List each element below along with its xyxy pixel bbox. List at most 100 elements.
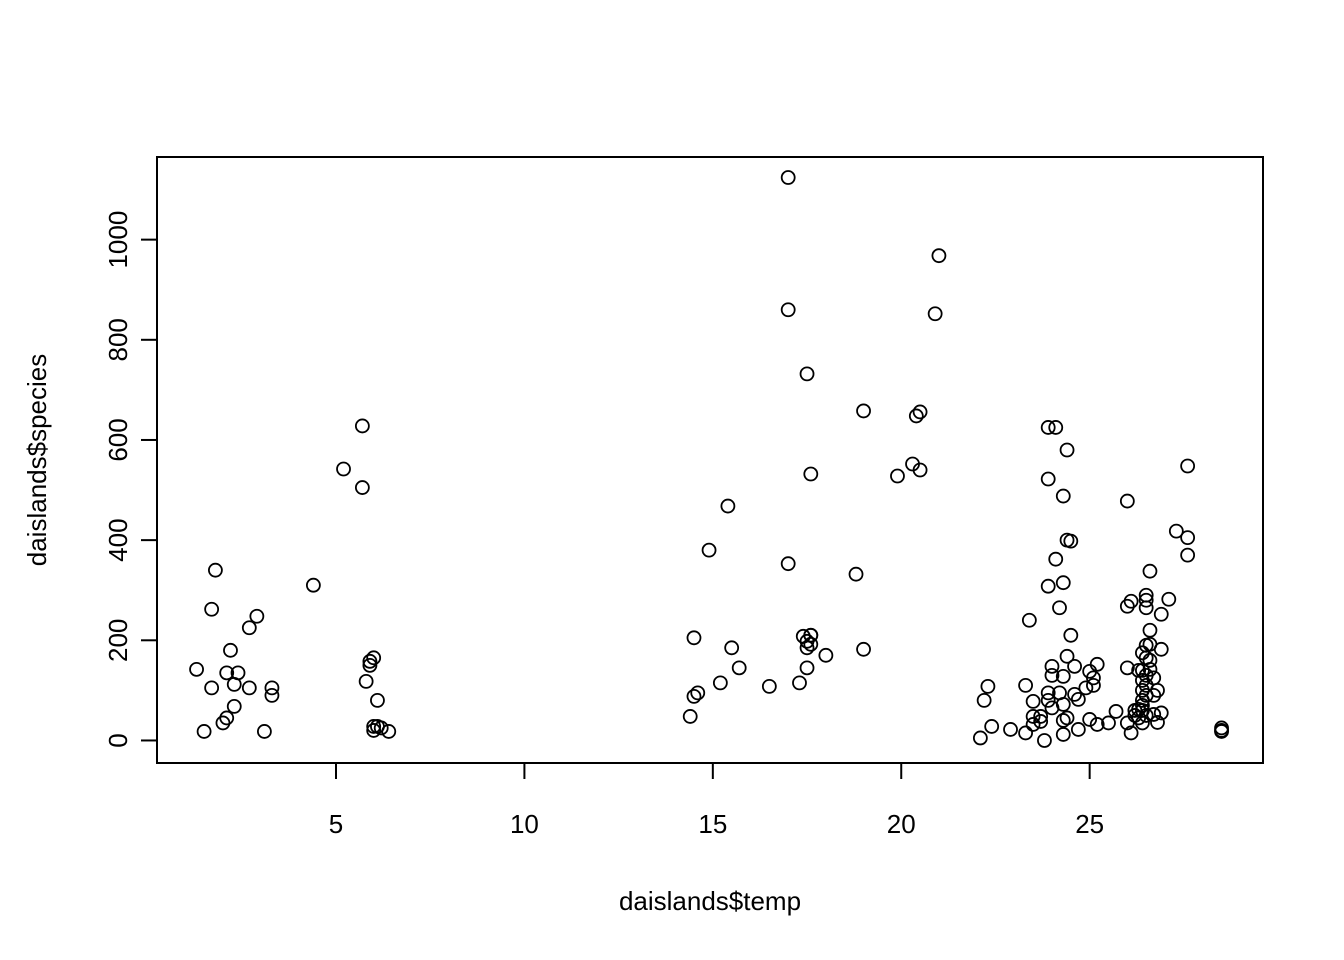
data-point [1044,667,1060,683]
data-point [890,468,905,484]
data-point [803,636,819,652]
data-point [1055,575,1071,591]
y-axis-label: daislands$species [22,354,52,566]
data-point [686,630,702,646]
data-point [1180,547,1196,563]
data-point [230,665,246,681]
data-point [761,678,777,694]
data-point [204,680,220,696]
data-point [1018,677,1033,693]
data-point [690,685,706,701]
data-point [912,462,928,478]
data-point [362,657,378,673]
data-point [1055,713,1071,728]
data-point [848,566,864,582]
data-point [305,577,321,593]
x-tick-label: 25 [1075,809,1104,839]
data-point [712,675,728,691]
y-tick-label: 800 [103,318,133,361]
data-point [1131,662,1147,678]
data-point [1089,656,1105,672]
data-point [1135,715,1150,731]
data-point [1078,680,1094,696]
data-point [1003,722,1018,737]
data-point [354,480,370,495]
data-point [249,608,265,624]
data-point [1025,717,1041,732]
data-point [1067,658,1082,674]
data-point [1040,578,1056,594]
data-point [686,688,702,704]
data-point [1021,612,1037,628]
data-point [931,248,947,264]
data-point [366,650,382,666]
y-axis: 0 200 400 600 800 1000 [103,211,158,748]
data-point [241,680,257,696]
data-point [1138,708,1154,723]
data-point [976,692,992,708]
data-point [204,601,220,617]
data-point [1108,704,1124,719]
data-point [731,660,747,676]
data-point [189,661,204,677]
data-point [381,724,397,739]
data-point [1059,710,1075,726]
data-point [720,498,736,514]
data-point [1055,697,1071,712]
data-point [370,692,385,708]
data-point [682,709,698,724]
data-points [189,170,1229,748]
data-point [818,647,834,663]
y-tick-label: 1000 [103,211,133,269]
data-point [241,620,257,636]
data-point [1044,658,1060,674]
data-point [1135,698,1150,713]
x-tick-label: 15 [698,809,727,839]
data-point [1168,523,1184,539]
data-point [208,562,223,578]
data-point [1048,420,1064,435]
data-point [1055,668,1071,684]
data-point [219,710,235,726]
data-point [1180,458,1196,474]
y-tick-label: 200 [103,619,133,662]
data-point [1153,641,1169,657]
data-point [1142,652,1158,668]
data-point [1059,648,1075,664]
data-point [1052,600,1067,616]
data-point [701,542,717,558]
data-point [1033,714,1049,729]
data-point [264,680,280,696]
data-point [1123,593,1139,609]
y-tick-label: 0 [103,733,133,747]
x-tick-label: 20 [887,809,916,839]
data-point [1063,627,1079,643]
data-point [1040,471,1056,487]
data-point [1138,600,1154,616]
data-point [1070,722,1086,737]
data-point [799,660,815,676]
data-point [856,403,871,419]
data-point [366,723,382,738]
data-point [1048,551,1064,567]
y-tick-label: 400 [103,518,133,561]
data-point [1086,670,1101,686]
data-point [1123,725,1139,741]
data-point [972,730,988,746]
data-point [358,673,374,689]
data-point [1089,717,1105,732]
data-point [1055,488,1071,504]
data-point [1142,661,1158,677]
data-point [354,418,370,434]
data-point [1153,606,1169,622]
data-point [984,719,1000,734]
data-point [1059,442,1075,458]
data-point [1040,420,1056,435]
x-tick-label: 5 [329,809,343,839]
data-point [780,302,796,318]
data-point [1082,712,1098,727]
data-point [1142,622,1158,638]
data-point [1146,707,1162,722]
data-point [799,366,815,382]
